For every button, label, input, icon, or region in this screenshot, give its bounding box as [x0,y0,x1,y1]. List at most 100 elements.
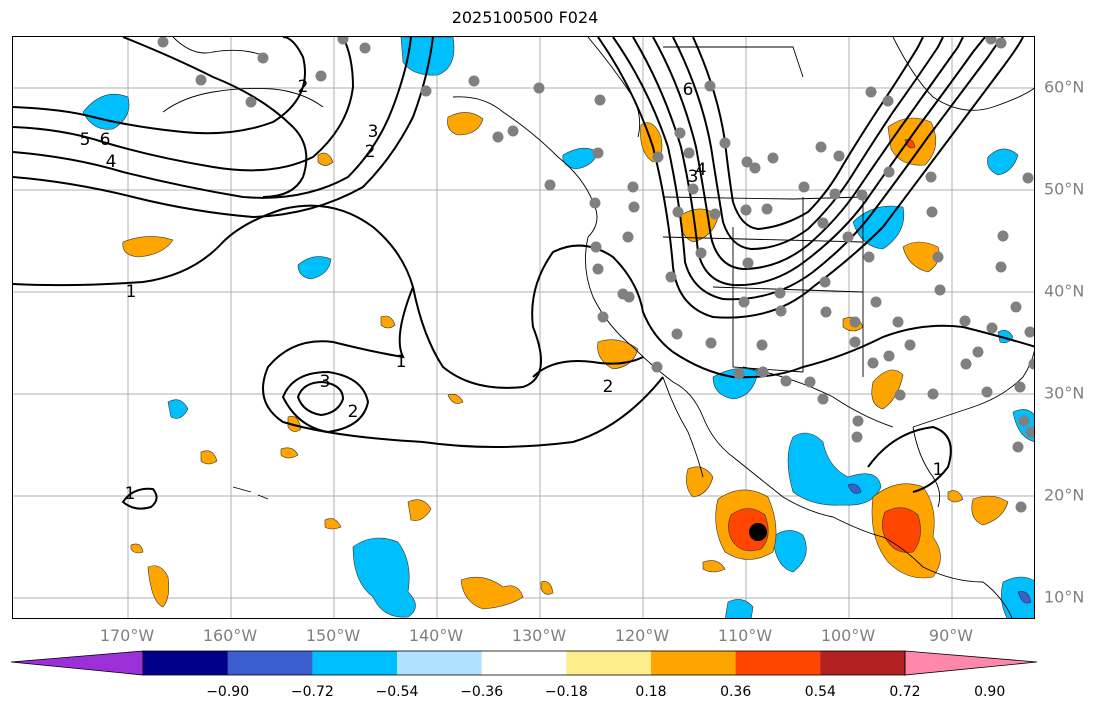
station-dot [865,86,877,98]
pos-patch [597,339,639,370]
contour-label: 1 [396,352,407,372]
station-dot [817,217,829,229]
station-dot [1028,358,1034,370]
latitude-label: 50°N [1044,179,1085,199]
colorbar-extension-low [10,650,144,676]
station-dot [1024,326,1034,338]
station-dot [995,261,1007,273]
station-dot [738,296,750,308]
station-dot [1015,501,1027,513]
neg-patch [167,399,189,419]
station-dot [756,339,768,351]
station-dot [665,271,677,283]
station-dot [829,188,841,200]
station-dot [883,350,895,362]
station-dot [257,52,269,64]
station-dot [767,152,779,164]
station-dot [863,251,875,263]
station-dot [981,386,993,398]
neg-patch [82,93,130,130]
station-dot [925,171,937,183]
contour-label: 6 [100,130,111,150]
latitude-label: 60°N [1044,77,1085,97]
station-dot [997,230,1009,242]
trough-4 [652,37,964,271]
station-dot [883,166,895,178]
station-dot [492,131,504,143]
contour-1-main [13,204,1034,389]
station-dot [627,181,639,193]
longitude-label: 100°W [820,626,876,645]
station-dot [870,296,882,308]
pos-patch [540,581,554,595]
contour-label: 3 [368,122,379,142]
contour-label: 4 [106,152,117,172]
longitude-label: 130°W [511,626,567,645]
jet-1 [13,37,434,219]
pos-patch [280,447,299,459]
station-dot [820,306,832,318]
neg-patch [1001,576,1034,618]
colorbar-segment [820,651,906,675]
contour-label: 1 [125,484,136,504]
pos-patch [447,394,464,404]
trough-3 [632,37,986,287]
contour-label: 1 [126,282,137,302]
jet-5 [122,37,308,198]
latitude-label: 30°N [1044,383,1085,403]
station-dot [683,147,695,159]
station-dot [533,82,545,94]
colorbar-extension-high [904,650,1038,676]
pos-patch [871,369,904,410]
pos-patch [947,490,964,503]
station-dot [652,151,664,163]
colorbar-segment [143,651,229,675]
contour-label: 6 [683,80,694,100]
contour-label: 2 [298,77,309,97]
station-dot [851,431,863,443]
station-dot [856,189,868,201]
longitude-label: 140°W [408,626,464,645]
map-canvas: 1 1 1 1 2 2 2 2 3 3 3 4 4 5 6 6 [13,37,1034,618]
pos-patch [324,518,342,530]
station-dot [705,337,717,349]
station-dot [934,284,946,296]
station-dot [804,376,816,388]
station-dot [740,204,752,216]
colorbar-tick-label: −0.54 [375,684,419,700]
station-dot [594,94,606,106]
station-dot [882,95,894,107]
jet-3 [13,37,355,172]
jet-2 [13,37,412,199]
pos-patch [447,112,484,136]
contour-2-east [532,356,644,378]
colorbar-segment [735,651,821,675]
colorbar-tick-label: 0.72 [889,684,921,700]
station-dot [742,257,754,269]
station-dot [867,357,879,369]
jet-4 [13,37,306,135]
station-dot [195,74,207,86]
station-dot [798,181,810,193]
trough-2 [612,37,1004,301]
pos-patch [317,152,334,166]
station-dot [1018,415,1030,427]
station-dot [622,231,634,243]
trough-1 [597,37,1024,319]
station-dot [774,287,786,299]
station-dot [695,247,707,259]
station-dot [733,368,745,380]
station-dot [1025,426,1034,438]
station-dot [757,366,769,378]
pos-patch [287,415,302,432]
station-dot [719,137,731,149]
station-dot [1010,301,1022,313]
station-dot [1022,172,1034,184]
station-dot [687,183,699,195]
station-dot [849,336,861,348]
station-dot [761,203,773,215]
station-dot [849,316,861,328]
colorbar-tick-label: 0.90 [974,684,1006,700]
colorbar-tick-label: −0.36 [460,684,504,700]
colorbar-frame [142,650,906,676]
